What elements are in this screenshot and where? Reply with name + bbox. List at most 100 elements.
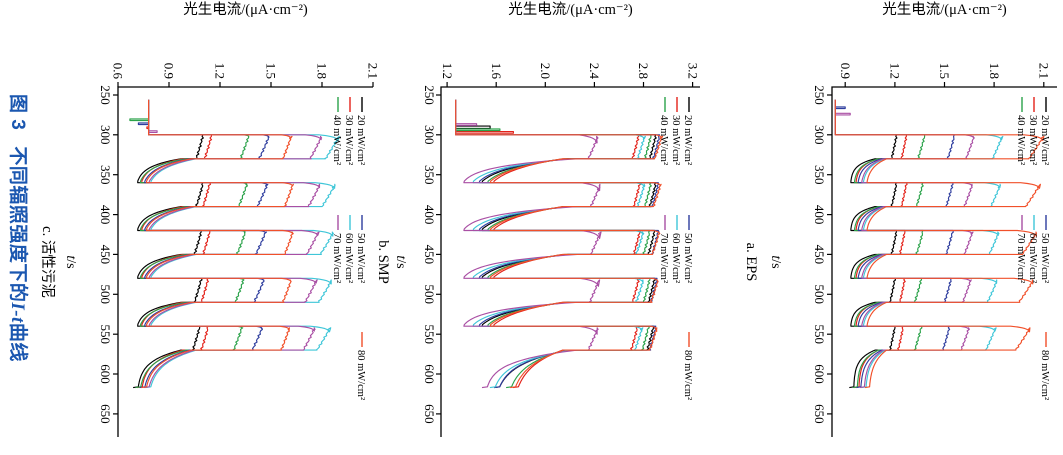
axis-lines bbox=[831, 86, 1057, 437]
y-tick-label: 2.4 bbox=[587, 63, 602, 80]
x-axis-label: t/s bbox=[393, 255, 408, 268]
y-tick-label: 1.6 bbox=[489, 63, 504, 80]
series-curve-80mW bbox=[141, 99, 294, 389]
y-axis-title: 光生电流/(μA·cm⁻²) bbox=[882, 1, 1007, 18]
series-curve-20mW bbox=[133, 99, 204, 389]
legend-label: 20 mW/cm² bbox=[1039, 115, 1050, 165]
y-tick-label: 2.0 bbox=[538, 63, 553, 79]
legend-label: 80 mW/cm² bbox=[682, 350, 693, 400]
x-tick-label: 300 bbox=[98, 125, 113, 145]
y-tick-label: 0.9 bbox=[162, 63, 177, 79]
x-tick-label: 500 bbox=[812, 285, 827, 305]
series-curve-50mW bbox=[455, 99, 661, 389]
series-curve-30mW bbox=[455, 99, 642, 389]
x-axis-label: t/s bbox=[768, 255, 783, 268]
series-curve-70mW bbox=[455, 99, 602, 389]
y-tick-label: 2.1 bbox=[1037, 63, 1052, 79]
y-tick-label: 1.2 bbox=[888, 63, 903, 79]
x-tick-label: 400 bbox=[422, 205, 437, 225]
x-tick-label: 450 bbox=[98, 245, 113, 265]
legend-label: 80 mW/cm² bbox=[1039, 350, 1050, 400]
x-tick-label: 450 bbox=[812, 245, 827, 265]
legend-label: 80 mW/cm² bbox=[355, 350, 366, 400]
series-curve-20mW bbox=[455, 99, 657, 389]
series-curve-80mW bbox=[834, 99, 1045, 389]
x-tick-label: 650 bbox=[812, 404, 827, 424]
legend-label: 60 mW/cm² bbox=[670, 233, 681, 283]
legend-label: 30 mW/cm² bbox=[1027, 115, 1038, 165]
legend-label: 70 mW/cm² bbox=[658, 233, 669, 283]
subplot-label-a: a. EPS bbox=[743, 243, 759, 282]
y-tick-label: 1.5 bbox=[264, 63, 279, 79]
legend-label: 60 mW/cm² bbox=[1027, 233, 1038, 283]
x-tick-label: 350 bbox=[98, 165, 113, 185]
y-tick-label: 1.8 bbox=[315, 63, 330, 79]
x-tick-label: 550 bbox=[422, 324, 437, 344]
x-tick-label: 250 bbox=[812, 85, 827, 105]
x-tick-label: 300 bbox=[422, 125, 437, 145]
x-tick-label: 650 bbox=[422, 404, 437, 424]
y-tick-label: 3.2 bbox=[685, 63, 700, 79]
caption-text-pre: 不同辐照强度下的 bbox=[7, 146, 28, 303]
x-tick-label: 400 bbox=[812, 205, 827, 225]
x-tick-label: 400 bbox=[98, 205, 113, 225]
legend-label: 70 mW/cm² bbox=[331, 233, 342, 283]
legend-label: 70 mW/cm² bbox=[1015, 233, 1026, 283]
series-curve-40mW bbox=[129, 99, 250, 389]
y-tick-label: 1.2 bbox=[213, 63, 228, 79]
subplot-label-c: c. 活性污泥 bbox=[39, 226, 56, 298]
x-tick-label: 550 bbox=[98, 324, 113, 344]
series-curve-60mW bbox=[455, 99, 646, 389]
series-curve-50mW bbox=[834, 99, 955, 389]
series-curve-20mW bbox=[834, 99, 898, 389]
legend-label: 40 mW/cm² bbox=[658, 115, 669, 165]
x-tick-label: 500 bbox=[98, 285, 113, 305]
legend-label: 50 mW/cm² bbox=[682, 233, 693, 283]
x-tick-label: 450 bbox=[422, 245, 437, 265]
x-tick-label: 550 bbox=[812, 324, 827, 344]
subplot-a: 0.9 1.2 1.5 1.8 2.1 250 300 350 400 450 500 550 600 6… bbox=[743, 1, 1057, 437]
y-tick-label: 1.5 bbox=[937, 63, 952, 79]
x-tick-label: 350 bbox=[812, 165, 827, 185]
legend-label: 40 mW/cm² bbox=[331, 115, 342, 165]
series-curve-60mW bbox=[834, 99, 1004, 389]
x-tick-label: 300 bbox=[812, 125, 827, 145]
series-curve-50mW bbox=[137, 99, 270, 389]
x-tick-label: 350 bbox=[422, 165, 437, 185]
series-curve-70mW bbox=[834, 99, 975, 389]
legend-label: 50 mW/cm² bbox=[1039, 233, 1050, 283]
y-axis-title: 光生电流/(μA·cm⁻²) bbox=[183, 1, 308, 18]
x-tick-label: 250 bbox=[98, 85, 113, 105]
axis-lines bbox=[440, 86, 700, 437]
caption-fig-number: 图 3 bbox=[7, 94, 28, 131]
y-tick-label: 1.8 bbox=[987, 63, 1002, 79]
subplot-c: 0.6 0.9 1.2 1.5 1.8 2.1 250 300 350 400 450 500 550 6… bbox=[39, 1, 381, 437]
legend-label: 60 mW/cm² bbox=[343, 233, 354, 283]
x-tick-label: 600 bbox=[98, 364, 113, 384]
y-axis-title: 光生电流/(μA·cm⁻²) bbox=[508, 1, 633, 18]
legend-label: 40 mW/cm² bbox=[1015, 115, 1026, 165]
x-tick-label: 650 bbox=[98, 404, 113, 424]
y-tick-label: 2.8 bbox=[636, 63, 651, 79]
series-curve-40mW bbox=[455, 99, 652, 389]
figure-caption: 图 3 不同辐照强度下的I-t曲线 bbox=[6, 94, 33, 454]
caption-text-post: 曲线 bbox=[7, 322, 28, 362]
y-tick-label: 2.1 bbox=[366, 63, 381, 79]
legend-label: 30 mW/cm² bbox=[343, 115, 354, 165]
subplot-label-b: b. SMP bbox=[375, 240, 391, 284]
x-axis-label: t/s bbox=[63, 255, 78, 268]
x-tick-label: 600 bbox=[422, 364, 437, 384]
series-curve-40mW bbox=[834, 99, 926, 389]
series-curve-30mW bbox=[834, 99, 908, 389]
x-tick-label: 250 bbox=[422, 85, 437, 105]
legend-label: 30 mW/cm² bbox=[670, 115, 681, 165]
x-tick-label: 500 bbox=[422, 285, 437, 305]
subplot-b: 1.2 1.6 2.0 2.4 2.8 3.2 250 300 350 400 450 500 550 6… bbox=[375, 1, 700, 437]
legend-label: 20 mW/cm² bbox=[355, 115, 366, 165]
y-tick-label: 0.9 bbox=[838, 63, 853, 79]
series-curve-70mW bbox=[143, 99, 323, 389]
y-tick-label: 1.2 bbox=[440, 63, 455, 79]
